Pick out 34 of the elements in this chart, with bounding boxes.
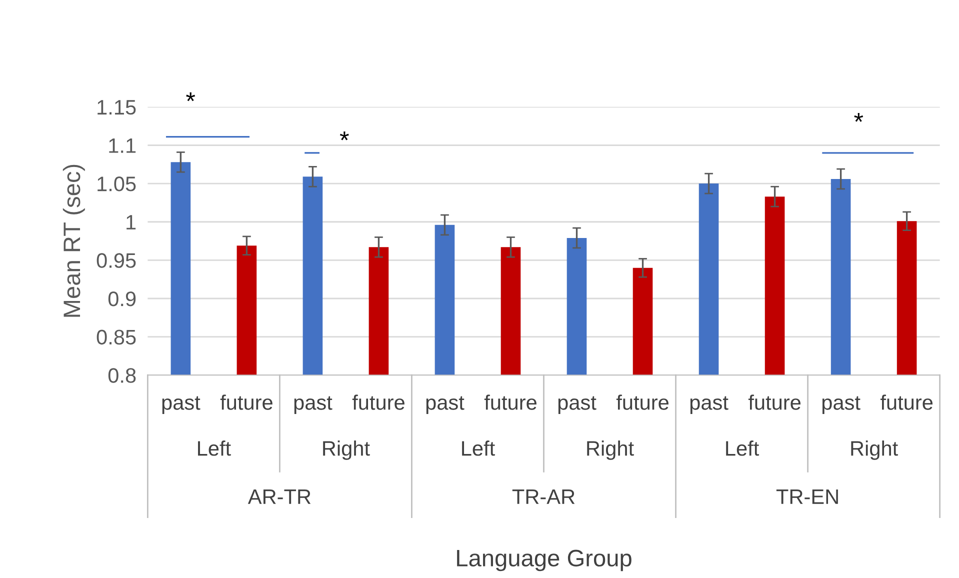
y-tick-label: 0.85 xyxy=(96,330,136,345)
text: AR-TR xyxy=(248,490,311,504)
text: * xyxy=(186,92,196,102)
x-tick-label: past xyxy=(162,396,200,414)
x-tick-label: past xyxy=(294,396,332,414)
y-tick-label: 0.8 xyxy=(108,368,136,383)
text: TR-AR xyxy=(512,490,575,504)
x-tick-label: future xyxy=(748,394,801,410)
y-tick-label: 1.15 xyxy=(98,100,136,115)
text: Right xyxy=(323,440,370,460)
x-tick-label: future xyxy=(352,394,404,410)
text: TR-EN xyxy=(776,490,838,504)
text: Left xyxy=(198,440,231,456)
annotation: * xyxy=(854,113,864,122)
text: Left xyxy=(462,440,495,456)
y-tick-label: 1.05 xyxy=(98,176,136,192)
y-tick-label: 0.9 xyxy=(108,291,136,306)
x-tick-label: future xyxy=(616,394,668,410)
y-tick-label: 0.95 xyxy=(96,253,136,268)
y-tick-label: 1.1 xyxy=(109,138,136,153)
annotation: * xyxy=(340,131,349,140)
text: Right xyxy=(587,440,634,460)
y-axis-title: Mean RT (sec) xyxy=(62,164,85,317)
x-tick-label: past xyxy=(426,396,464,414)
x-tick-label: future xyxy=(484,394,536,410)
text: Left xyxy=(726,440,760,456)
y-tick-label: 1 xyxy=(126,215,136,230)
x-tick-label: past xyxy=(822,396,860,414)
text: Right xyxy=(851,440,898,460)
x-tick-label: past xyxy=(558,396,596,414)
text: Language Group xyxy=(457,550,632,572)
x-tick-label: future xyxy=(880,394,933,410)
x-tick-label: past xyxy=(690,396,728,414)
x-tick-label: future xyxy=(220,394,272,410)
